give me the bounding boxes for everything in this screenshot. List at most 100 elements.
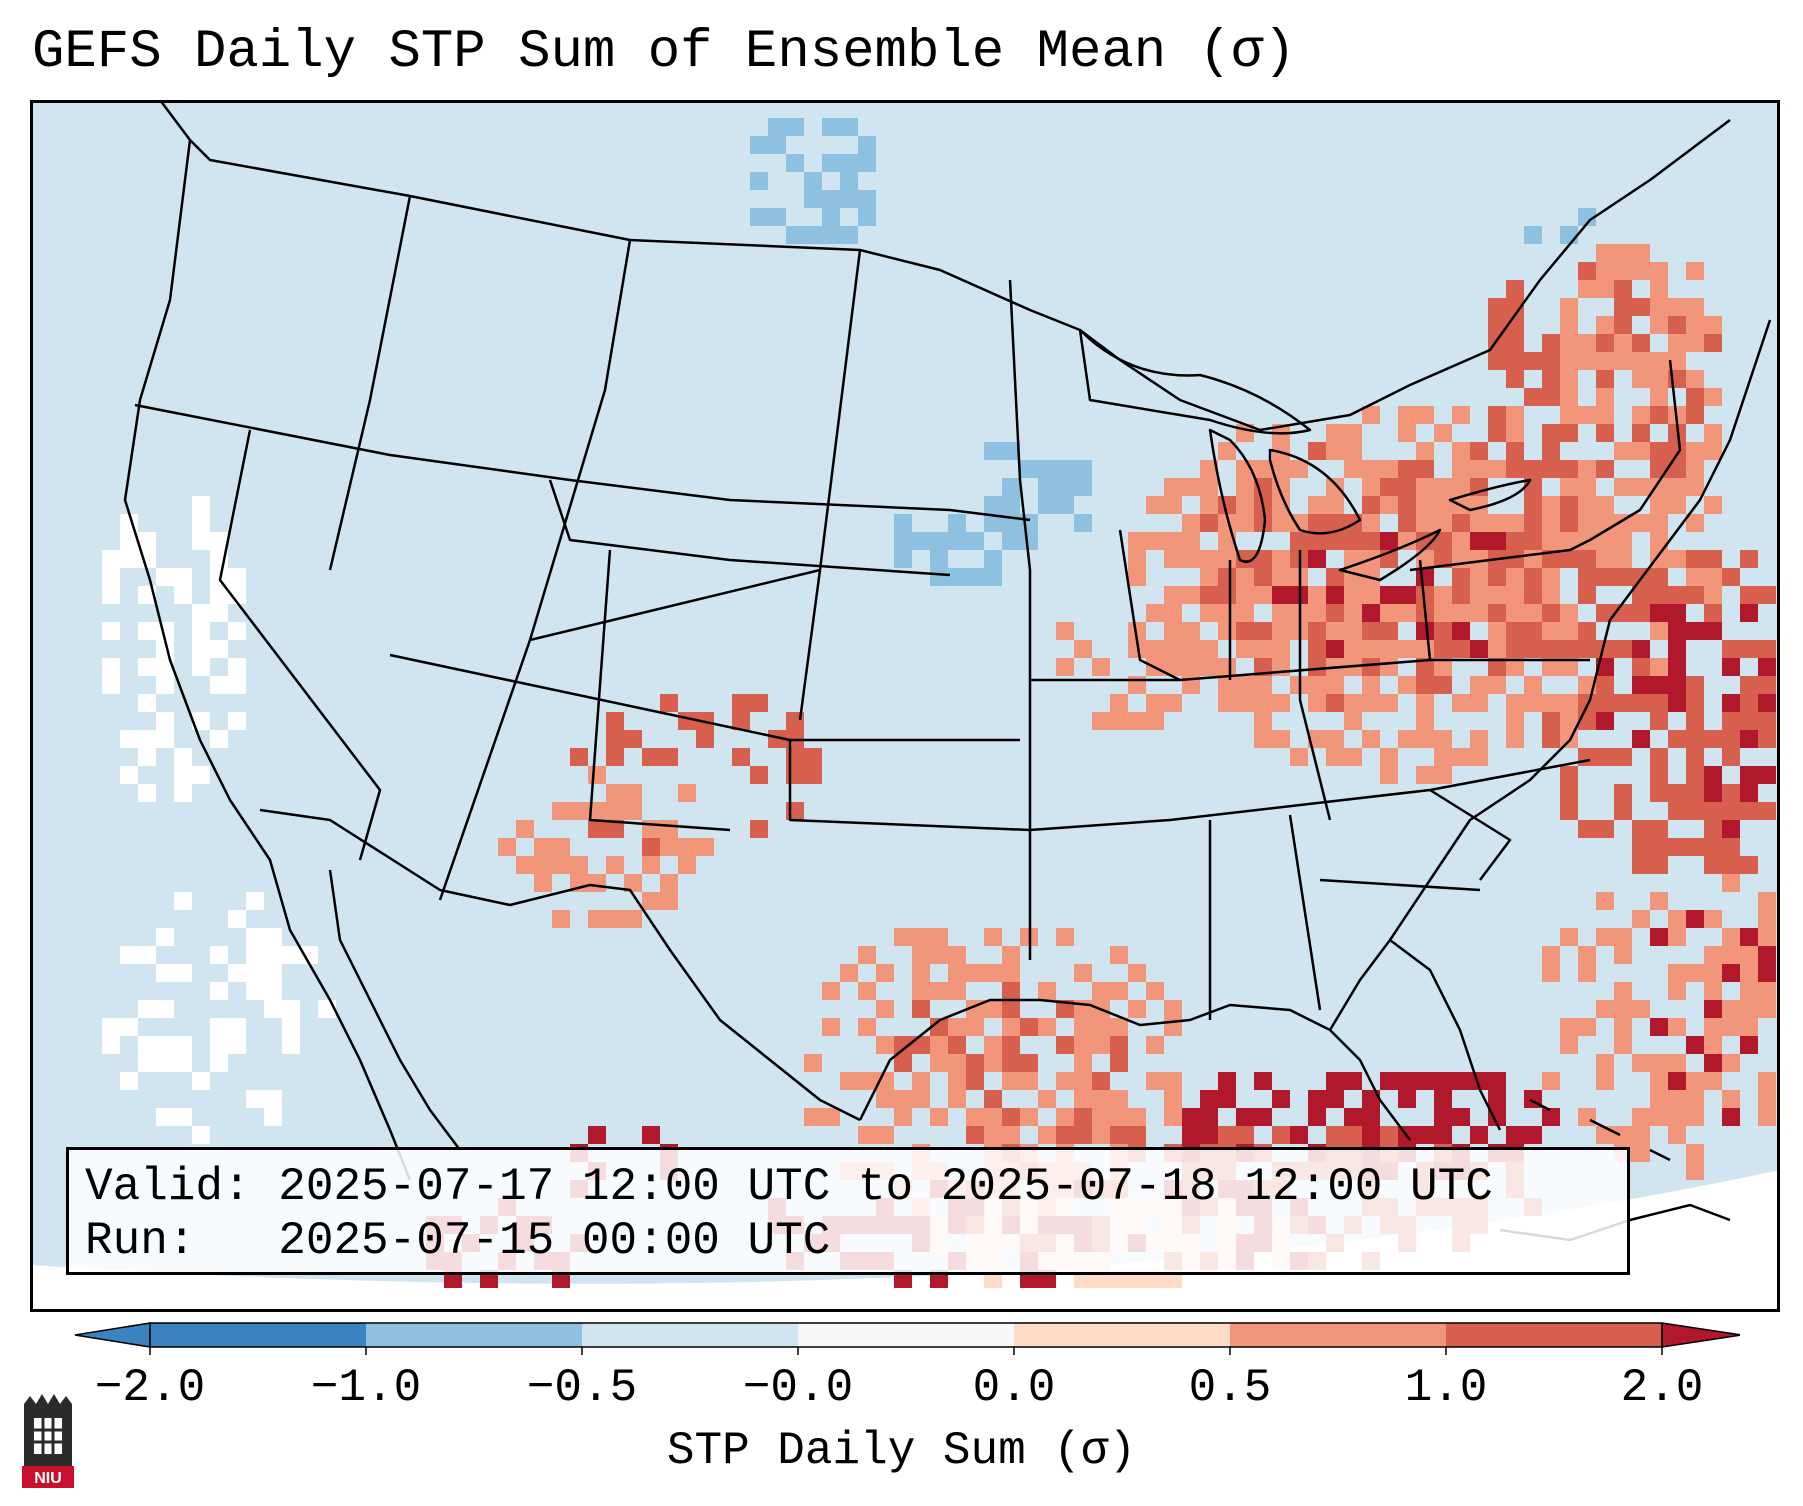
stp-cell <box>1128 712 1146 730</box>
stp-cell <box>1092 1108 1110 1126</box>
stp-cell <box>1758 910 1776 928</box>
stp-cell <box>1326 478 1344 496</box>
stp-cell <box>1560 622 1578 640</box>
stp-cell <box>1632 262 1650 280</box>
stp-cell <box>1254 460 1272 478</box>
state-line <box>1288 814 1322 1011</box>
stp-cell <box>1326 496 1344 514</box>
stp-cell <box>606 856 624 874</box>
stp-cell <box>1632 838 1650 856</box>
stp-cell <box>1704 964 1722 982</box>
stp-cell <box>1650 820 1668 838</box>
state-line <box>218 429 382 861</box>
lake-huron <box>1268 448 1362 535</box>
stp-cell <box>1542 352 1560 370</box>
logo-text: NIU <box>34 1470 62 1487</box>
gulf-coast <box>858 998 1411 1141</box>
stp-cell <box>174 1036 192 1054</box>
stp-cell <box>966 568 984 586</box>
stp-cell <box>1632 298 1650 316</box>
stp-cell <box>264 1000 282 1018</box>
stp-cell <box>1740 1036 1758 1054</box>
stp-cell <box>1686 442 1704 460</box>
stp-cell <box>894 532 912 550</box>
stp-cell <box>1596 892 1614 910</box>
stp-cell <box>1434 424 1452 442</box>
stp-cell <box>1596 388 1614 406</box>
stp-cell <box>1686 964 1704 982</box>
stp-cell <box>624 784 642 802</box>
stp-cell <box>1632 1000 1650 1018</box>
stp-cell <box>1110 694 1128 712</box>
stp-cell <box>1452 694 1470 712</box>
stp-cell <box>138 748 156 766</box>
stp-cell <box>1488 604 1506 622</box>
stp-cell <box>1146 604 1164 622</box>
stp-cell <box>1560 712 1578 730</box>
stp-cell <box>1758 928 1776 946</box>
stp-cell <box>1614 640 1632 658</box>
stp-cell <box>1110 1018 1128 1036</box>
stp-cell <box>1686 748 1704 766</box>
stp-cell <box>1380 532 1398 550</box>
stp-cell <box>1740 1018 1758 1036</box>
stp-cell <box>858 208 876 226</box>
stp-cell <box>1650 496 1668 514</box>
stp-cell <box>804 190 822 208</box>
valid-run-info-box: Valid: 2025-07-17 12:00 UTC to 2025-07-1… <box>66 1147 1630 1275</box>
stp-cell <box>1578 478 1596 496</box>
stp-cell <box>1218 1126 1236 1144</box>
stp-cell <box>1182 622 1200 640</box>
stp-cell <box>1524 352 1542 370</box>
stp-cell <box>1560 730 1578 748</box>
stp-cell <box>210 982 228 1000</box>
stp-cell <box>1704 388 1722 406</box>
stp-cell <box>1560 550 1578 568</box>
stp-cell <box>858 1072 876 1090</box>
stp-cell <box>1596 1054 1614 1072</box>
stp-cell <box>1686 694 1704 712</box>
stp-cell <box>1578 550 1596 568</box>
stp-cell <box>1542 586 1560 604</box>
stp-cell <box>264 1108 282 1126</box>
stp-cell <box>1686 316 1704 334</box>
stp-cell <box>588 766 606 784</box>
stp-cell <box>1452 748 1470 766</box>
state-line <box>529 568 821 642</box>
stp-cell <box>1758 1090 1776 1108</box>
stp-cell <box>1686 334 1704 352</box>
stp-cell <box>210 676 228 694</box>
stp-cell <box>1434 478 1452 496</box>
stp-cell <box>1560 1036 1578 1054</box>
stp-cell <box>1380 766 1398 784</box>
stp-cell <box>1218 604 1236 622</box>
stp-cell <box>1092 658 1110 676</box>
stp-cell <box>1182 532 1200 550</box>
stp-cell <box>1128 622 1146 640</box>
stp-cell <box>1218 622 1236 640</box>
stp-cell <box>1650 1054 1668 1072</box>
stp-cell <box>1236 586 1254 604</box>
stp-cell <box>1434 532 1452 550</box>
stp-cell <box>1758 946 1776 964</box>
stp-cell <box>1614 1000 1632 1018</box>
stp-cell <box>1704 856 1722 874</box>
stp-cell <box>1488 316 1506 334</box>
stp-cell <box>1542 640 1560 658</box>
stp-cell <box>210 1054 228 1072</box>
stp-cell <box>642 1126 660 1144</box>
stp-cell <box>1200 496 1218 514</box>
stp-cell <box>930 982 948 1000</box>
stp-cell <box>948 1072 966 1090</box>
stp-cell <box>1650 298 1668 316</box>
stp-cell <box>1650 406 1668 424</box>
stp-cell <box>1740 640 1758 658</box>
stp-cell <box>1362 1126 1380 1144</box>
stp-cell <box>1488 568 1506 586</box>
stp-cell <box>1740 676 1758 694</box>
stp-cell <box>1146 1036 1164 1054</box>
stp-cell <box>1686 514 1704 532</box>
stp-cell <box>1614 478 1632 496</box>
stp-cell <box>228 712 246 730</box>
stp-cell <box>1056 1072 1074 1090</box>
